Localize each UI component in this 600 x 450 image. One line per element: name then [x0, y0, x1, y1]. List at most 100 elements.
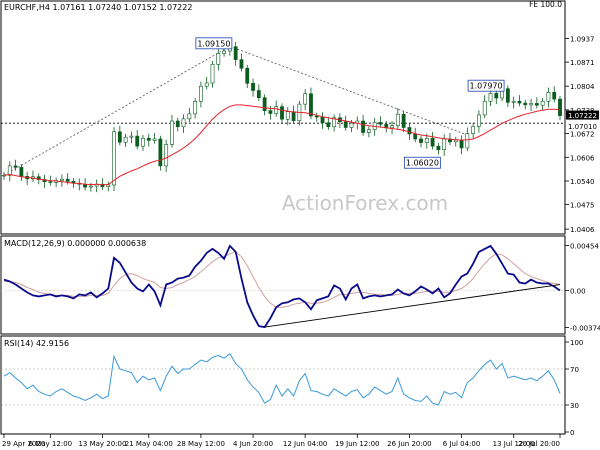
- candle-body: [280, 106, 284, 120]
- candle-body: [430, 137, 435, 147]
- candle-body: [268, 110, 273, 114]
- candle-body: [175, 120, 180, 128]
- candle-body: [123, 136, 128, 143]
- candle-body: [343, 121, 348, 128]
- x-tick-label: 21 May 04:00: [125, 440, 173, 448]
- candle-body: [152, 138, 157, 141]
- x-tick-label: 26 Jun 20:00: [387, 440, 431, 448]
- macd-layer: [1, 244, 565, 329]
- price-annotation: 1.09150: [197, 39, 230, 48]
- candle-body: [326, 122, 331, 128]
- candle-body: [552, 91, 557, 100]
- candle-body: [187, 113, 192, 120]
- candle-body: [361, 120, 365, 133]
- candle-body: [413, 133, 418, 140]
- candle-body: [465, 133, 470, 149]
- candle-body: [19, 167, 24, 177]
- candle-body: [164, 144, 169, 167]
- candle-body: [511, 100, 516, 103]
- candle-body: [262, 97, 267, 111]
- candle-body: [407, 127, 412, 135]
- rsi-title: RSI(14) 42.9156: [4, 339, 69, 348]
- candle-body: [210, 63, 215, 84]
- rsi-y-tick-label: 70: [570, 366, 579, 374]
- candle-body: [204, 82, 209, 87]
- candle-body: [60, 178, 64, 181]
- price-annotation: 1.07970: [470, 82, 503, 91]
- candle-body: [523, 102, 528, 106]
- price-annotation: 1.06020: [406, 159, 439, 168]
- candle-body: [303, 93, 308, 105]
- candle-body: [233, 46, 238, 60]
- candle-body: [170, 120, 174, 145]
- watermark: ActionForex.com: [282, 191, 448, 215]
- candle-body: [505, 88, 510, 103]
- y-tick-label: 1.0475: [570, 201, 595, 209]
- corner-label: FE 100.0: [529, 0, 562, 9]
- y-tick-label: 1.0937: [570, 35, 595, 43]
- candle-body: [239, 59, 244, 69]
- candle-body: [135, 135, 140, 147]
- x-tick-label: 20 Jul 20:00: [518, 440, 560, 448]
- candle-body: [349, 122, 354, 128]
- candle-body: [309, 93, 313, 117]
- y-tick-label: 1.0804: [570, 83, 595, 91]
- candle-body: [494, 93, 499, 99]
- candle-body: [112, 131, 116, 186]
- x-tick-label: 6 Jul 04:00: [443, 440, 481, 448]
- candle-body: [442, 138, 447, 151]
- candle-body: [453, 139, 458, 143]
- candle-body: [117, 131, 122, 143]
- rsi-y-tick-label: 30: [570, 402, 579, 410]
- candle-body: [517, 100, 522, 104]
- x-tick-label: 19 Jun 12:00: [335, 440, 379, 448]
- candle-body: [529, 103, 533, 106]
- y-tick-label: 1.0871: [570, 59, 595, 67]
- macd-trendline: [264, 284, 561, 328]
- macd-title: MACD(12,26,9) 0.000000 0.000638: [4, 239, 146, 248]
- candle-body: [488, 93, 493, 102]
- macd-panel: [0, 235, 566, 335]
- candle-body: [540, 100, 545, 106]
- candle-body: [222, 50, 226, 54]
- y-tick-label: 1.0540: [570, 178, 595, 186]
- y-axis: 1.09371.08711.08041.07381.06721.06061.05…: [565, 35, 600, 437]
- candle-body: [285, 111, 290, 120]
- price-annotation-box: [467, 79, 505, 92]
- y-tick-label: 1.0672: [570, 131, 595, 139]
- current-price-marker: [566, 110, 599, 120]
- rsi-y-tick-label: 0: [570, 429, 574, 437]
- price-title: EURCHF,H4 1.07161 1.07240 1.07152 1.0722…: [4, 3, 192, 12]
- candle-body: [48, 181, 53, 183]
- y-tick-label: 1.0606: [570, 154, 595, 162]
- moving-average-line: [3, 104, 561, 186]
- candle-body: [256, 90, 261, 98]
- candle-body: [13, 165, 18, 168]
- macd-y-tick-label: -0.003745: [570, 324, 600, 332]
- candle-body: [88, 185, 93, 188]
- x-tick-label: 4 Jun 20:00: [233, 440, 273, 448]
- candle-body: [291, 111, 296, 121]
- macd-y-tick-label: 0.00454: [570, 243, 599, 251]
- rsi-y-tick-label: 100: [570, 339, 583, 347]
- candle-body: [181, 118, 186, 128]
- level-price-label: 1.07010: [568, 123, 597, 131]
- price-layer: 1.09150 1.07970 1.06020: [1, 37, 565, 193]
- x-tick-label: 13 Jul 12:00: [493, 440, 535, 448]
- macd-signal-line: [4, 251, 561, 308]
- candle-body: [419, 138, 423, 143]
- candle-body: [546, 91, 551, 102]
- candle-body: [471, 126, 476, 134]
- trendline: [3, 45, 231, 176]
- candle-body: [193, 100, 198, 115]
- candle-body: [65, 178, 70, 182]
- candle-body: [459, 139, 464, 149]
- price-annotation-box: [195, 37, 233, 50]
- x-tick-label: 13 May 20:00: [78, 440, 126, 448]
- candle-body: [558, 98, 562, 116]
- candle-body: [482, 100, 487, 116]
- candle-body: [141, 137, 145, 147]
- current-price-label: 1.07222: [568, 112, 597, 120]
